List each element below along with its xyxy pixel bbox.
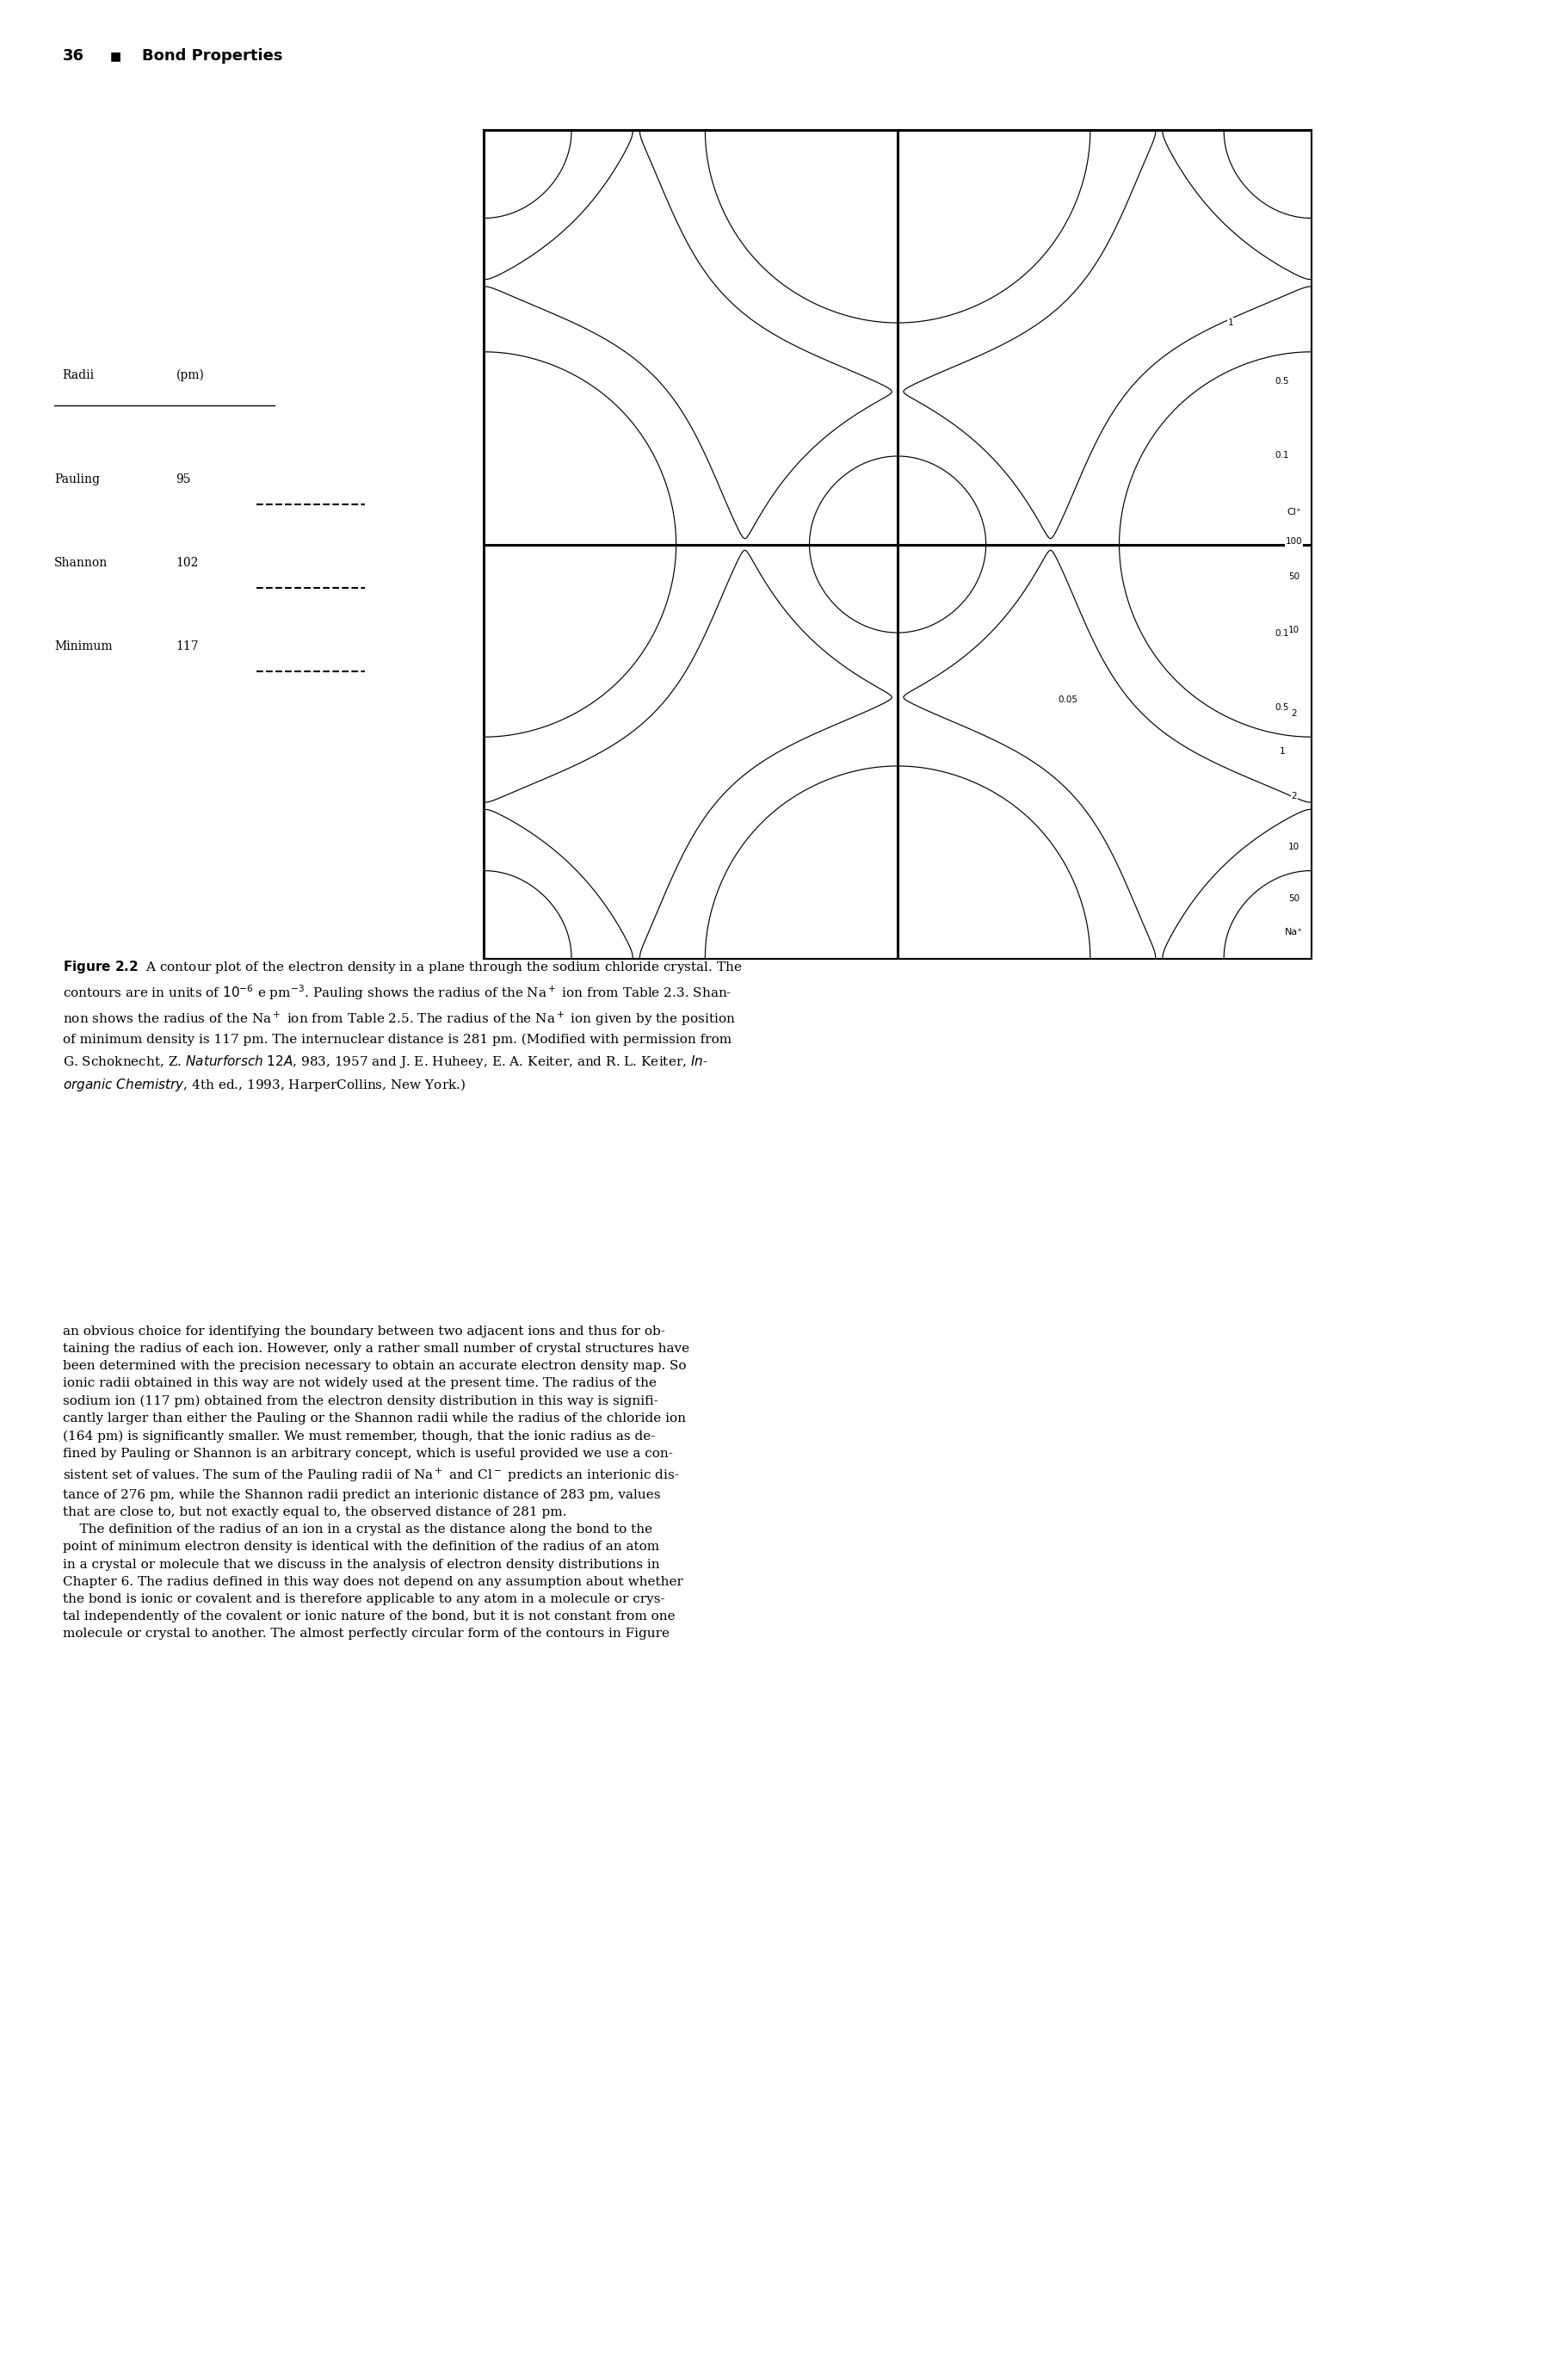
Text: 0.5: 0.5 [1275, 376, 1289, 386]
Text: 2: 2 [1292, 710, 1297, 717]
Text: Bond Properties: Bond Properties [143, 47, 282, 64]
Text: Pauling: Pauling [55, 473, 100, 485]
Text: Cl⁺: Cl⁺ [1287, 507, 1301, 516]
Text: 1: 1 [1228, 317, 1234, 327]
Text: 0.5: 0.5 [1275, 703, 1289, 712]
Text: 0.05: 0.05 [1058, 696, 1077, 705]
Text: 100: 100 [1286, 537, 1303, 547]
Text: Shannon: Shannon [55, 556, 108, 568]
Text: 1: 1 [1279, 748, 1286, 755]
Text: an obvious choice for identifying the boundary between two adjacent ions and thu: an obvious choice for identifying the bo… [63, 1326, 690, 1640]
Text: 10: 10 [1289, 625, 1300, 634]
Text: 0.1: 0.1 [1275, 630, 1289, 637]
Text: 117: 117 [176, 639, 199, 651]
Text: 95: 95 [176, 473, 191, 485]
Text: $\mathbf{Figure\ 2.2}$  A contour plot of the electron density in a plane throug: $\mathbf{Figure\ 2.2}$ A contour plot of… [63, 959, 742, 1094]
Text: Minimum: Minimum [55, 639, 113, 651]
Text: Radii: Radii [63, 369, 94, 381]
Text: 50: 50 [1289, 573, 1300, 582]
Text: ■: ■ [110, 50, 122, 62]
Text: 50: 50 [1289, 895, 1300, 904]
Text: Na⁺: Na⁺ [1286, 928, 1303, 937]
Text: 10: 10 [1289, 843, 1300, 852]
Text: 102: 102 [176, 556, 199, 568]
Text: 0.1: 0.1 [1275, 452, 1289, 459]
Text: 36: 36 [63, 47, 85, 64]
Text: 2: 2 [1292, 791, 1297, 800]
Text: (pm): (pm) [176, 369, 204, 381]
